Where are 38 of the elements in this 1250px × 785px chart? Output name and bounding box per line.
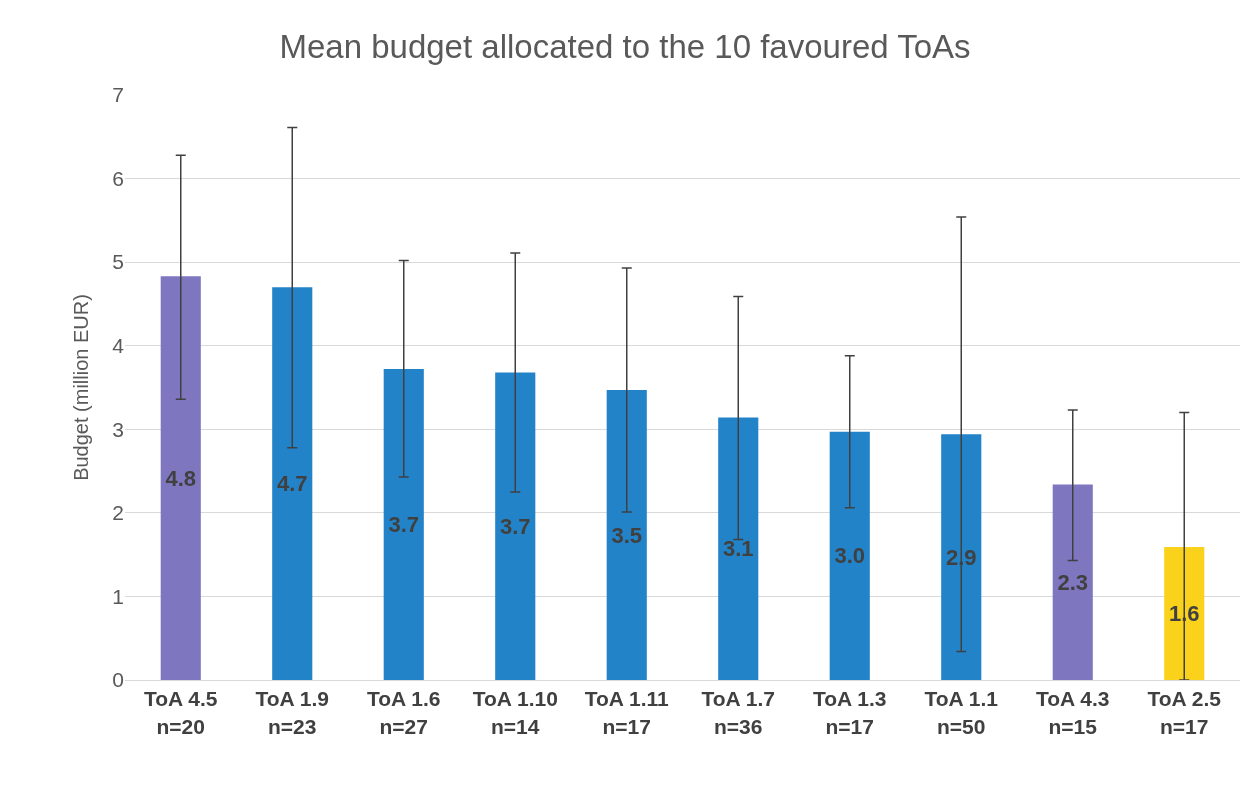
data-label: 3.7 — [499, 513, 531, 539]
x-tick-label: ToA 1.7 n=36 — [701, 687, 776, 738]
chart-title: Mean budget allocated to the 10 favoured ToAs — [279, 28, 971, 66]
bar — [1052, 484, 1093, 680]
data-label: 3.1 — [722, 536, 754, 562]
data-label: 3.0 — [834, 543, 866, 569]
bar — [1164, 547, 1205, 680]
x-tick-label: ToA 1.11 n=17 — [584, 687, 670, 738]
y-tick-label: 5 — [112, 250, 124, 274]
y-axis-title: Budget (million EUR) — [69, 294, 92, 481]
bar — [829, 431, 870, 680]
y-tick-label: 0 — [112, 668, 124, 692]
bar — [272, 287, 313, 680]
y-tick-label: 6 — [112, 166, 124, 190]
data-label: 3.5 — [611, 522, 643, 548]
bar — [941, 434, 982, 680]
data-label: 4.7 — [276, 471, 308, 497]
data-label: 2.3 — [1057, 569, 1089, 595]
data-label: 4.8 — [165, 465, 197, 491]
bar — [718, 417, 759, 680]
y-tick-label: 2 — [112, 501, 124, 525]
x-tick-label: ToA 4.5 n=20 — [143, 687, 218, 738]
bar — [160, 276, 201, 680]
bar — [495, 372, 536, 680]
x-tick-label: ToA 1.3 n=17 — [812, 687, 887, 738]
y-tick-label: 4 — [112, 334, 125, 358]
y-tick-label: 7 — [112, 83, 124, 107]
data-label: 3.7 — [388, 512, 420, 538]
bar — [606, 390, 647, 680]
bar — [383, 369, 424, 680]
x-tick-label: ToA 4.3 n=15 — [1035, 687, 1110, 738]
x-tick-label: ToA 1.10 n=14 — [472, 687, 558, 738]
y-tick-label: 3 — [112, 417, 124, 441]
x-tick-label: ToA 2.5 n=17 — [1147, 687, 1222, 738]
y-tick-label: 1 — [112, 584, 124, 608]
x-tick-label: ToA 1.1 n=50 — [924, 687, 999, 738]
x-tick-label: ToA 1.6 n=27 — [366, 687, 441, 738]
x-tick-label: ToA 1.9 n=23 — [255, 687, 330, 738]
